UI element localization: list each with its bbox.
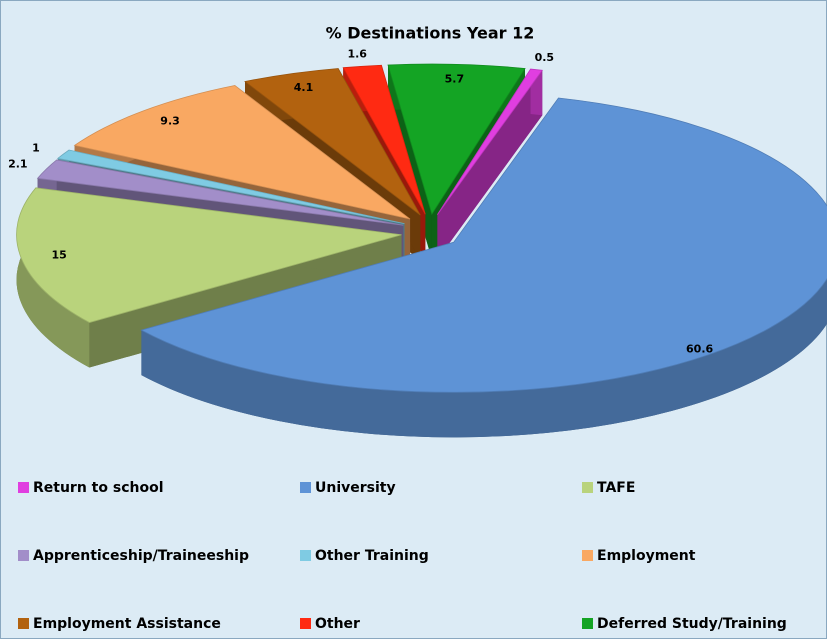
- slice: [437, 68, 543, 215]
- data-label: 2.1: [8, 158, 28, 171]
- data-label: 15: [51, 248, 66, 261]
- slice-wall: [141, 97, 827, 438]
- legend-swatch: [582, 618, 593, 629]
- legend-label: University: [315, 480, 396, 496]
- data-label: 0.5: [535, 51, 555, 64]
- slice: [56, 149, 405, 225]
- legend-swatch: [18, 482, 29, 493]
- slice: [16, 187, 402, 323]
- slice-tops: [16, 63, 827, 393]
- slice: [140, 97, 827, 393]
- slice: [73, 85, 411, 220]
- legend-label: TAFE: [597, 480, 635, 496]
- slice-side: [437, 70, 543, 260]
- legend-swatch: [18, 618, 29, 629]
- legend-label: Other Training: [315, 548, 429, 564]
- data-label: 9.3: [160, 115, 180, 128]
- data-label: 60.6: [686, 342, 713, 355]
- data-label: 4.1: [294, 81, 314, 94]
- data-label: 5.7: [445, 72, 465, 85]
- legend-label: Other: [315, 616, 360, 632]
- legend: Return to school University TAFE Apprentice…: [18, 480, 787, 632]
- legend-label: Deferred Study/Training: [597, 616, 787, 632]
- legend-label: Employment: [597, 548, 696, 564]
- legend-swatch: [582, 550, 593, 561]
- data-labels: 0.5 60.6 15 2.1 1 9.3 4.1 1.6 5.7: [8, 47, 713, 355]
- legend-swatch: [300, 618, 311, 629]
- data-label: 1.6: [347, 47, 367, 60]
- slice: [244, 68, 421, 216]
- legend-swatch: [300, 550, 311, 561]
- slice: [387, 63, 526, 215]
- data-label: 1: [32, 142, 40, 155]
- slice: [36, 159, 404, 226]
- legend-label: Apprenticeship/Traineeship: [33, 548, 249, 564]
- legend-swatch: [300, 482, 311, 493]
- legend-label: Return to school: [33, 480, 164, 496]
- legend-swatch: [18, 550, 29, 561]
- slice: [342, 64, 426, 215]
- legend-label: Employment Assistance: [33, 616, 221, 632]
- legend-swatch: [582, 482, 593, 493]
- chart-title: % Destinations Year 12: [326, 24, 535, 43]
